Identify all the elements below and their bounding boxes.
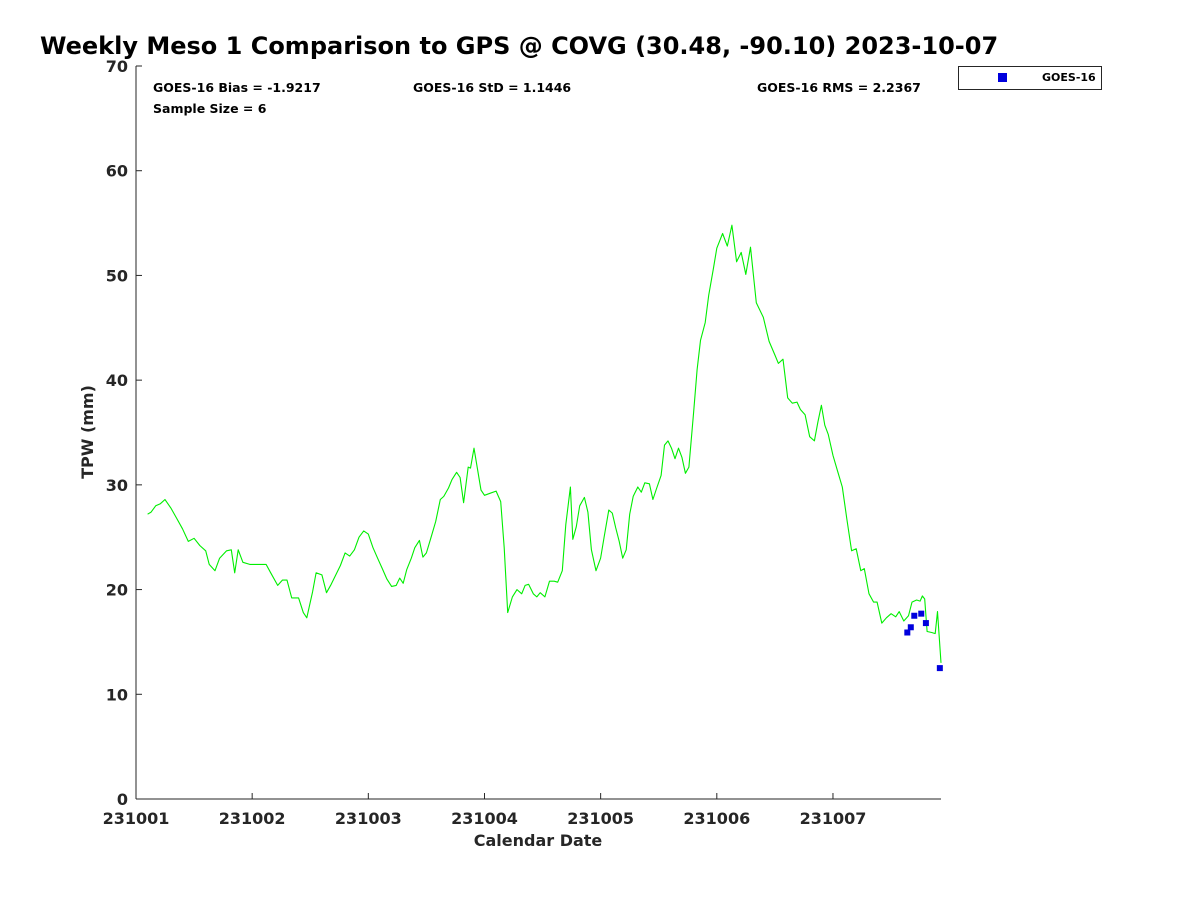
stat-bias: GOES-16 Bias = -1.9217	[153, 80, 321, 95]
goes16-point	[904, 629, 911, 636]
goes16-point	[911, 612, 918, 619]
y-ticks: 0 10 20 30 40 50 60 70	[106, 57, 142, 809]
stat-std: GOES-16 StD = 1.1446	[413, 80, 571, 95]
goes16-point	[922, 620, 929, 627]
y-axis-label: TPW (mm)	[78, 385, 97, 479]
stat-sample-size: Sample Size = 6	[153, 101, 267, 116]
goes16-point	[918, 610, 925, 617]
x-axis-label: Calendar Date	[474, 831, 603, 850]
y-tick-label: 50	[106, 266, 128, 285]
x-ticks: 231001 231002 231003 231004 231005 231006 2310…	[103, 793, 867, 828]
y-tick-label: 70	[106, 57, 128, 76]
series-layer	[147, 224, 943, 672]
y-tick-label: 30	[106, 476, 128, 495]
y-tick-label: 60	[106, 162, 128, 181]
gps-tpw-line	[147, 224, 942, 663]
x-tick-label: 231005	[567, 809, 634, 828]
y-tick-label: 0	[117, 790, 128, 809]
x-tick-label: 231001	[103, 809, 170, 828]
goes16-point	[936, 665, 943, 672]
y-tick-label: 10	[106, 685, 128, 704]
legend-marker-goes16	[998, 73, 1007, 82]
y-tick-label: 20	[106, 581, 128, 600]
x-tick-label: 231004	[451, 809, 518, 828]
x-tick-label: 231007	[800, 809, 867, 828]
stat-rms: GOES-16 RMS = 2.2367	[757, 80, 921, 95]
plot-area: 0 10 20 30 40 50 60 70 231001 231002 231003 231004…	[103, 57, 943, 828]
x-tick-label: 231003	[335, 809, 402, 828]
legend-label-goes16: GOES-16	[1042, 71, 1096, 84]
chart-title: Weekly Meso 1 Comparison to GPS @ COVG (…	[40, 32, 998, 60]
y-tick-label: 40	[106, 371, 128, 390]
legend-box	[958, 66, 1102, 90]
x-tick-label: 231002	[219, 809, 286, 828]
x-tick-label: 231006	[683, 809, 750, 828]
legend: GOES-16	[958, 66, 1102, 90]
goes16-point	[907, 624, 914, 631]
